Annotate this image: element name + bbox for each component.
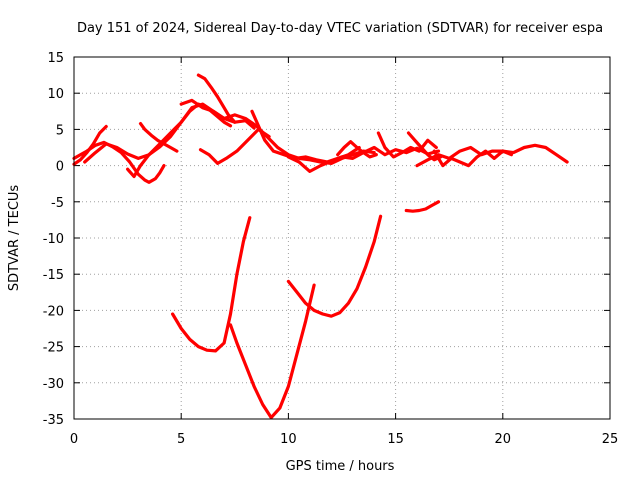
- y-tick-label: 10: [47, 87, 64, 102]
- series-line-sat-r: [228, 283, 316, 420]
- series-line-sat-l: [376, 131, 438, 159]
- x-tick-label: 0: [70, 432, 78, 447]
- series-line-sat-c: [83, 102, 256, 164]
- y-tick-label: -35: [43, 413, 64, 428]
- y-tick-label: -25: [43, 341, 64, 356]
- y-tick-label: -10: [43, 232, 64, 247]
- y-tick-label: 5: [56, 123, 64, 138]
- series-line-sat-k: [336, 140, 378, 159]
- series-line-sat-q: [171, 216, 252, 353]
- y-axis-label: SDTVAR / TECUs: [7, 185, 22, 292]
- series-line-sat-n: [415, 143, 569, 168]
- series-line-sat-o: [432, 149, 513, 168]
- series-line-sat-b: [72, 124, 108, 166]
- plot-frame: [73, 56, 611, 420]
- series-line-sat-s: [286, 214, 383, 318]
- x-axis-label: GPS time / hours: [286, 459, 395, 474]
- x-tick-label: 10: [280, 432, 297, 447]
- series-line-sat-e: [138, 121, 179, 153]
- x-tick-label: 15: [387, 432, 404, 447]
- y-tick-label: -15: [43, 268, 64, 283]
- y-tick-label: -5: [51, 196, 64, 211]
- series-line-sat-h: [198, 127, 271, 165]
- series-line-sat-d: [125, 102, 233, 179]
- series-group: [72, 73, 569, 420]
- y-tick-label: -20: [43, 304, 64, 319]
- series-line-sat-f: [196, 73, 237, 124]
- y-tick-label: -30: [43, 377, 64, 392]
- series-line-sat-p: [404, 200, 441, 213]
- series-line-sat-m: [406, 131, 443, 162]
- tick-labels: 0 5 10 15 20 25 -35 -30 -25 -20 -15 -10 -5 0 5 10 15: [43, 51, 619, 447]
- chart-title: Day 151 of 2024, Sidereal Day-to-day VTE…: [77, 21, 603, 36]
- x-tick-label: 5: [177, 432, 185, 447]
- y-tick-label: 0: [56, 160, 64, 175]
- x-tick-label: 20: [495, 432, 512, 447]
- x-tick-label: 25: [602, 432, 619, 447]
- y-tick-label: 15: [47, 51, 64, 66]
